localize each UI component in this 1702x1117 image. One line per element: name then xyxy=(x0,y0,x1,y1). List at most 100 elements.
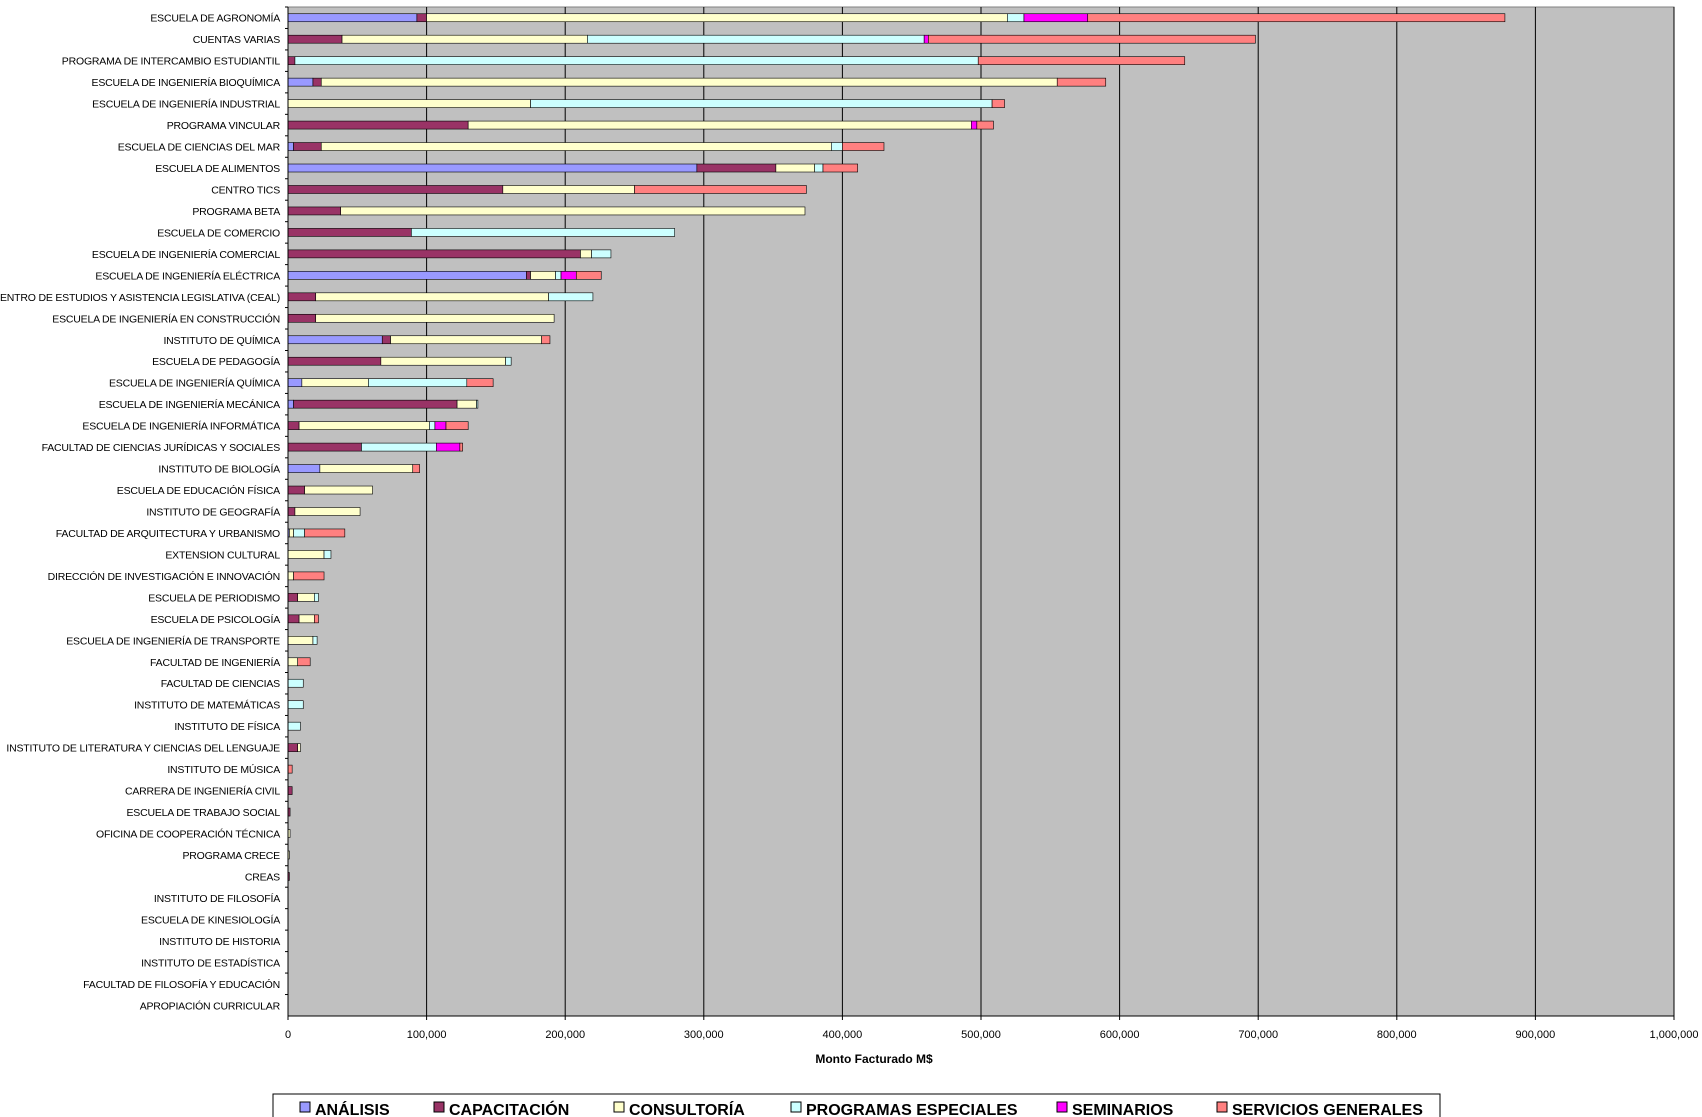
bar-segment xyxy=(287,34,343,44)
bar-segment xyxy=(412,464,420,473)
bar-segment xyxy=(970,120,978,130)
category-label: FACULTAD DE CIENCIAS xyxy=(161,678,280,690)
category-label: ESCUELA DE EDUCACIÓN FÍSICA xyxy=(117,484,280,497)
bar-segment xyxy=(287,163,698,173)
bar-segment xyxy=(287,464,321,473)
bar-segment xyxy=(287,421,300,430)
legend-swatch xyxy=(790,1101,802,1113)
bar-segment xyxy=(297,657,311,667)
category-label: PROGRAMA DE INTERCAMBIO ESTUDIANTIL xyxy=(62,56,281,68)
bar-segment xyxy=(456,399,477,409)
bar-segment xyxy=(320,77,1058,87)
bar-segment xyxy=(1007,13,1025,23)
category-label: ESCUELA DE COMERCIO xyxy=(157,227,280,239)
bar-segment xyxy=(1023,13,1089,23)
category-labels: ESCUELA DE AGRONOMÍA CUENTAS VARIAS PROGRA… xyxy=(0,6,288,1012)
bar-segment xyxy=(530,271,556,280)
bar-segment xyxy=(426,13,1008,23)
legend-label: CAPACITACIÓN xyxy=(449,1100,569,1117)
x-tick-label: 800,000 xyxy=(1377,1029,1417,1041)
bar-segment xyxy=(287,743,299,752)
bar-segment xyxy=(530,99,993,108)
bar-segment xyxy=(575,271,602,280)
bar-segment xyxy=(287,442,362,452)
legend-box xyxy=(272,1093,1441,1117)
bar-segment xyxy=(293,528,305,538)
x-tick-label: 700,000 xyxy=(1238,1029,1278,1041)
bar-segment xyxy=(297,743,301,752)
category-label: INSTITUTO DE GEOGRAFÍA xyxy=(146,506,280,519)
bar-segment xyxy=(587,34,925,44)
bar-segment xyxy=(287,142,294,151)
bar-segment xyxy=(340,206,806,216)
x-tick-label: 1,000,000 xyxy=(1650,1029,1699,1041)
bar-segment xyxy=(1056,77,1107,87)
category-label: ESCUELA DE INGENIERÍA INDUSTRIAL xyxy=(92,98,280,111)
legend-swatch xyxy=(1056,1101,1068,1113)
bar-segment xyxy=(505,356,512,366)
legend-swatch xyxy=(433,1101,445,1113)
bar-segment xyxy=(323,550,332,559)
bar-segment xyxy=(312,636,318,645)
bar-segment xyxy=(591,249,612,259)
category-label: ESCUELA DE INGENIERÍA QUÍMICA xyxy=(109,377,280,390)
bar-segment xyxy=(928,34,1256,44)
bar-segment xyxy=(361,442,437,452)
legend-label: SEMINARIOS xyxy=(1072,1102,1174,1117)
bar-segment xyxy=(287,56,296,65)
category-label: PROGRAMA VINCULAR xyxy=(167,120,281,132)
legend-swatch xyxy=(299,1101,311,1113)
legend: ANÁLISIS CAPACITACIÓN CONSULTORÍA PROGRAMAS… xyxy=(272,1093,1441,1117)
legend-swatch xyxy=(1216,1101,1228,1113)
bar-segment xyxy=(466,378,494,387)
bar-segment xyxy=(634,185,807,194)
category-label: ESCUELA DE ALIMENTOS xyxy=(155,163,280,175)
bar-segment xyxy=(287,571,294,581)
bar-segment xyxy=(287,678,304,688)
category-label: ESCUELA DE PEDAGOGÍA xyxy=(152,355,280,368)
bar-segment xyxy=(814,163,824,173)
x-axis-title: Monto Facturado M$ xyxy=(815,1052,933,1066)
bar-segment xyxy=(293,142,322,151)
category-label: ESCUELA DE TRABAJO SOCIAL xyxy=(126,807,280,819)
bar-segment xyxy=(381,335,391,345)
bar-segment xyxy=(1087,13,1506,23)
category-label: FACULTAD DE ARQUITECTURA Y URBANISMO xyxy=(56,528,280,540)
bar-segment xyxy=(696,163,777,173)
bar-segment xyxy=(411,228,675,237)
bar-segment xyxy=(434,421,447,430)
category-label: INSTITUTO DE FILOSOFÍA xyxy=(154,892,280,905)
bar-segment xyxy=(287,335,383,345)
x-tick-label: 500,000 xyxy=(961,1029,1001,1041)
bar-segment xyxy=(560,271,577,280)
x-tick-label: 0 xyxy=(285,1029,291,1041)
bar-segment xyxy=(287,120,469,130)
bar-segment xyxy=(467,120,972,130)
category-label: FACULTAD DE INGENIERÍA xyxy=(150,656,280,669)
bar-segment xyxy=(304,485,373,495)
bar-segment xyxy=(287,485,305,495)
category-label: ESCUELA DE PERIODISMO xyxy=(148,592,280,604)
category-label: INSTITUTO DE LITERATURA Y CIENCIAS DEL L… xyxy=(6,743,280,755)
category-label: ESCUELA DE PSICOLOGÍA xyxy=(151,613,281,626)
bar-segment xyxy=(459,442,463,452)
bar-segment xyxy=(314,593,319,602)
x-tick-label: 600,000 xyxy=(1100,1029,1140,1041)
bar-segment xyxy=(319,464,414,473)
bar-segment xyxy=(298,614,315,624)
category-label: OFICINA DE COOPERACIÓN TÉCNICA xyxy=(96,828,280,841)
category-label: ESCUELA DE INGENIERÍA MECÁNICA xyxy=(99,398,280,411)
legend-label: CONSULTORÍA xyxy=(629,1100,745,1117)
bar-segment xyxy=(287,292,317,302)
category-label: INSTITUTO DE MÚSICA xyxy=(167,763,280,776)
bar-segment xyxy=(304,528,346,538)
bar-segment xyxy=(287,636,314,645)
bar-segment xyxy=(502,185,635,194)
category-label: FACULTAD DE FILOSOFÍA Y EDUCACIÓN xyxy=(83,978,280,991)
x-tick-label: 300,000 xyxy=(684,1029,724,1041)
category-label: ESCUELA DE INGENIERÍA INFORMÁTICA xyxy=(82,420,280,433)
bar-segment xyxy=(298,421,430,430)
bar-segment xyxy=(436,442,461,452)
category-label: APROPIACIÓN CURRICULAR xyxy=(140,999,281,1012)
